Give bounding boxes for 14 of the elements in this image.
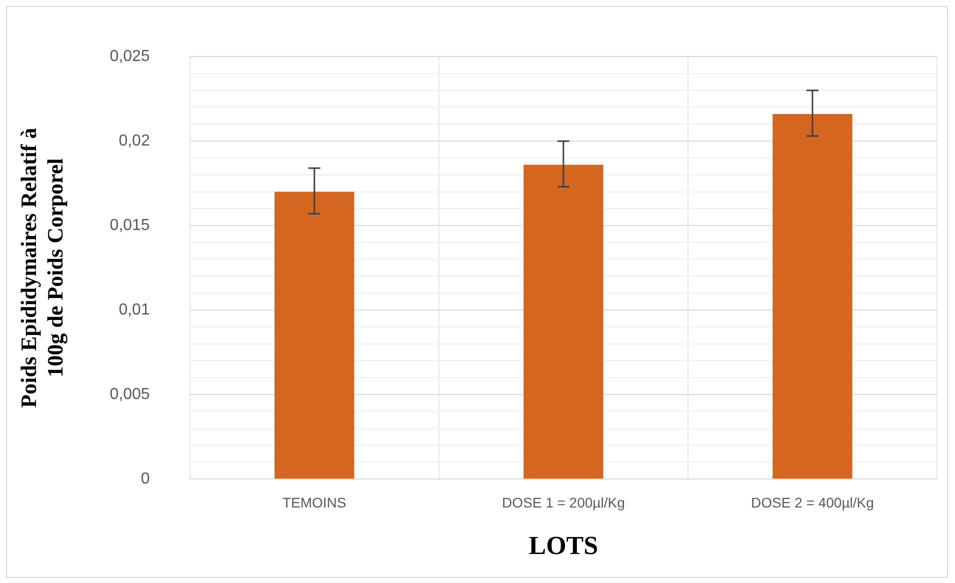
y-tick-label: 0,015 [110,216,150,234]
y-tick-label: 0,005 [110,386,150,403]
y-axis-title: Poids Epididymaires Relatif à 100g de Poids Corporel [16,128,68,408]
bar [524,164,604,478]
bar [772,114,852,478]
y-tick-label: 0,025 [110,48,150,66]
x-tick-label: DOSE 1 = 200µl/Kg [502,494,625,510]
y-tick-label: 0,01 [118,301,150,318]
x-tick-label: TEMOINS [282,494,346,510]
x-axis-title: LOTS [528,531,598,560]
bar [274,192,354,478]
y-tick-label: 0,02 [118,132,150,150]
x-tick-label: DOSE 2 = 400µl/Kg [751,494,874,510]
y-tick-label: 0 [140,470,150,488]
